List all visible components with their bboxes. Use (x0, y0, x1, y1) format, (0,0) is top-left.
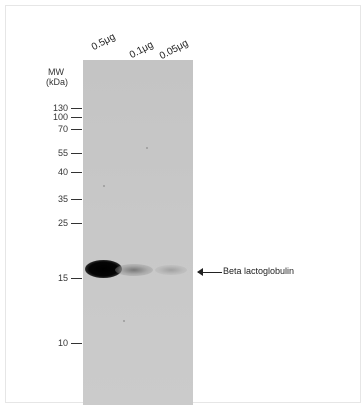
arrow-line (198, 272, 222, 273)
marker-tick (71, 199, 82, 200)
band-lane-3 (155, 265, 187, 275)
marker-value: 35 (57, 194, 68, 204)
marker-tick (71, 172, 82, 173)
marker-value: 25 (57, 218, 68, 228)
marker-70: 70 (42, 124, 82, 134)
marker-value: 15 (57, 273, 68, 283)
marker-100: 100 (42, 112, 82, 122)
band-lane-1 (85, 260, 122, 278)
speck (146, 147, 148, 149)
target-protein-label: Beta lactoglobulin (223, 266, 295, 276)
speck (123, 320, 125, 322)
marker-15: 15 (42, 273, 82, 283)
marker-tick (71, 223, 82, 224)
band-lane-2 (115, 264, 153, 276)
marker-value: 70 (57, 124, 68, 134)
marker-35: 35 (42, 194, 82, 204)
marker-25: 25 (42, 218, 82, 228)
marker-value: 55 (57, 148, 68, 158)
marker-value: 10 (57, 338, 68, 348)
marker-10: 10 (42, 338, 82, 348)
marker-value: 40 (57, 167, 68, 177)
marker-tick (71, 117, 82, 118)
marker-value: 100 (52, 112, 68, 122)
marker-value: 130 (52, 103, 68, 113)
speck (103, 185, 105, 187)
blot-membrane (83, 60, 193, 405)
kda-label: (kDa) (46, 77, 68, 87)
marker-tick (71, 108, 82, 109)
marker-tick (71, 278, 82, 279)
marker-40: 40 (42, 167, 82, 177)
mw-label: MW (48, 67, 64, 77)
marker-tick (71, 153, 82, 154)
marker-tick (71, 343, 82, 344)
marker-55: 55 (42, 148, 82, 158)
marker-tick (71, 129, 82, 130)
marker-130: 130 (42, 103, 82, 113)
